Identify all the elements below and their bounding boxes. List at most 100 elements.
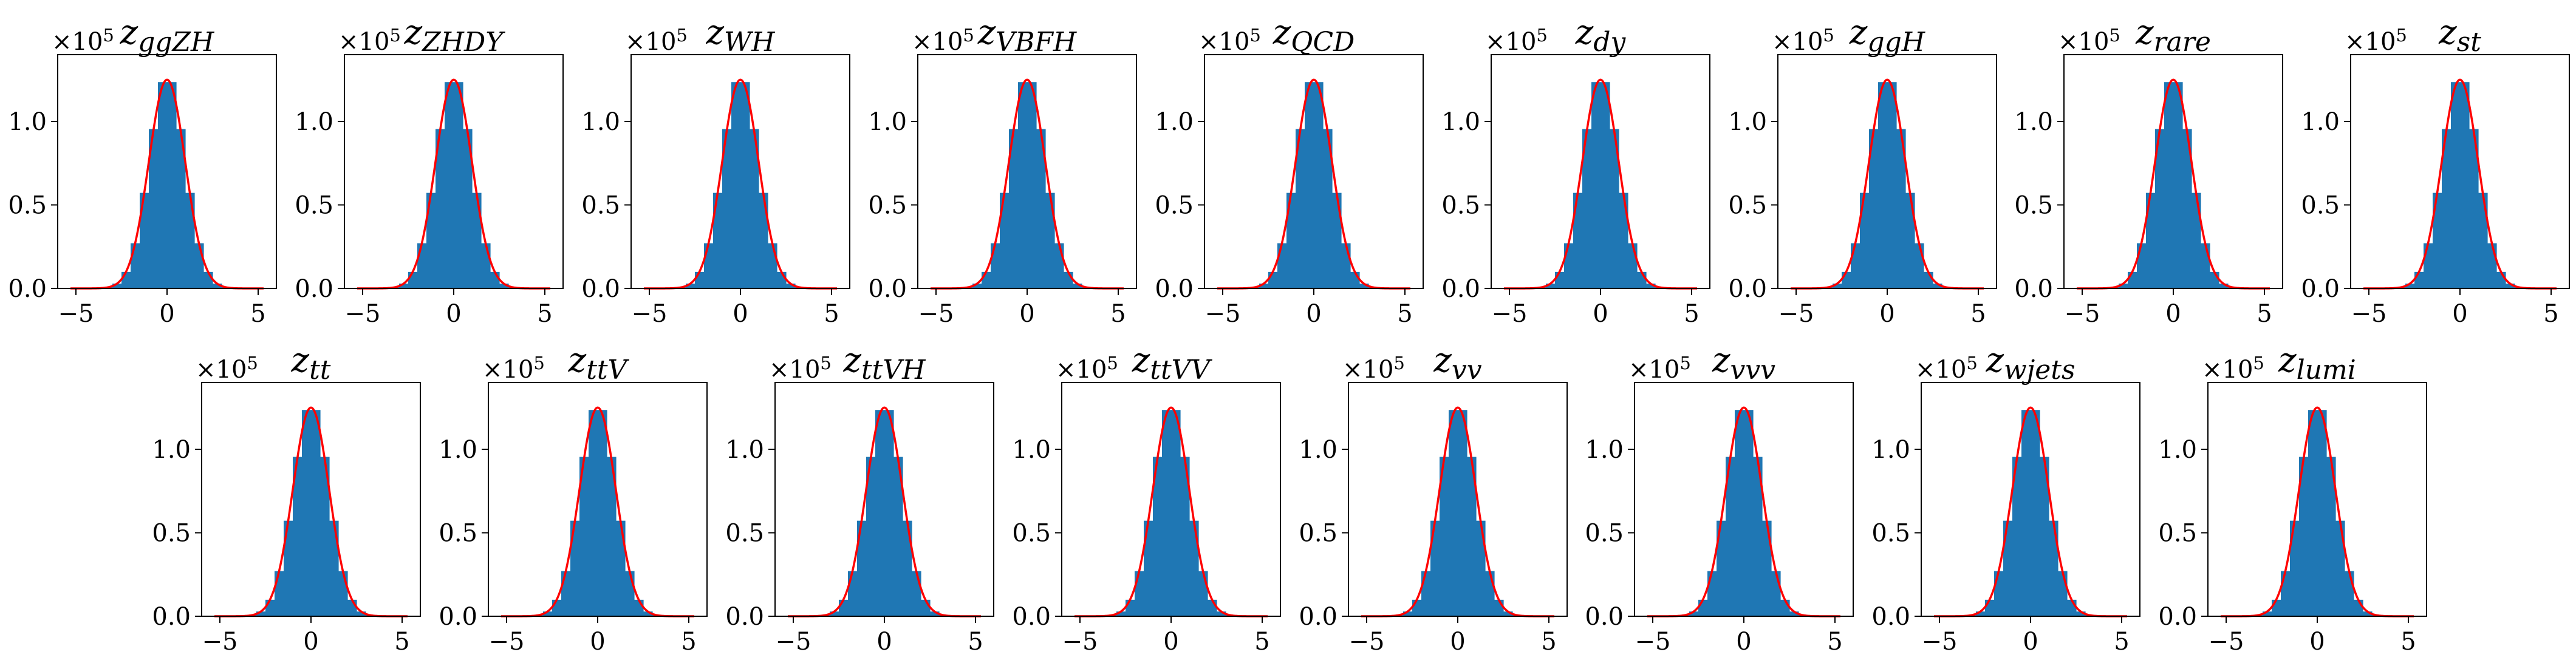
histogram-bar [167,82,177,288]
x-tick-label: 0 [590,628,605,656]
histogram-bar [1171,410,1181,616]
y-tick-label: 0.0 [439,603,477,631]
y-scale-label: ×105 [52,25,114,56]
histogram-bar [2173,82,2183,288]
histogram-bar [1896,129,1906,288]
histogram-bar [1573,192,1583,288]
histogram-bar [2182,129,2192,288]
histogram-bar [1503,611,1513,616]
histogram-bar [2040,457,2049,616]
panel-lumi: −5 0 5 0.0 0.5 1.0 ×105 zlumi [2158,341,2427,656]
histogram-bar [695,271,705,288]
histogram-bar [912,571,921,616]
histogram-bar [982,271,991,288]
histogram-bar [1332,192,1342,288]
histogram-bar [2478,192,2488,288]
histogram-bar [1789,611,1799,616]
histogram-bar [2119,284,2128,288]
x-tick-label: 5 [681,628,696,656]
y-tick-label: 0.5 [152,520,191,548]
histogram-bar [213,284,222,288]
x-tick-label: 5 [1254,628,1269,656]
x-tick-label: −5 [2209,628,2244,656]
x-tick-label: 0 [1879,300,1894,328]
x-tick-label: 5 [1970,300,1986,328]
histogram-bar [1985,599,1995,616]
panel-title: zwjets [1985,341,2075,386]
histogram-bar [2058,571,2068,616]
histogram-bar [1717,520,1726,616]
histogram-bar [1591,82,1601,288]
x-tick-label: 0 [303,628,318,656]
histogram-bar [194,243,204,288]
x-tick-label: 5 [394,628,409,656]
histogram-bar [2363,611,2373,616]
histogram-bar [454,82,463,288]
histogram-bar [2299,457,2309,616]
y-scale-label: ×105 [2345,25,2407,56]
histogram-bar [589,410,598,616]
histogram-bar [1555,271,1565,288]
histogram-bar [1735,410,1744,616]
histogram-bar [1009,129,1019,288]
histogram-bar [552,599,562,616]
histogram-bar [2335,520,2345,616]
histogram-bar [1126,599,1135,616]
y-tick-label: 1.0 [1155,108,1194,136]
histogram-bar [1116,611,1126,616]
panel-title: zttVH [842,341,926,386]
histogram-bar [1771,571,1781,616]
histogram-bar [731,82,741,288]
panel-title: zvvv [1712,341,1775,386]
x-tick-label: 0 [446,300,461,328]
x-tick-label: 5 [1110,300,1126,328]
y-tick-label: 0.0 [581,275,620,303]
histogram-bar [265,599,275,616]
histogram-bar [2263,611,2272,616]
histogram-bar [408,271,418,288]
y-tick-label: 1.0 [1012,436,1051,464]
y-tick-label: 0.0 [2301,275,2340,303]
histogram-bar [2506,284,2515,288]
panel-ggZH: −5 0 5 0.0 0.5 1.0 ×105 zggZH [8,13,277,328]
panel-dy: −5 0 5 0.0 0.5 1.0 ×105 zdy [1441,13,1710,328]
histogram-bar [1878,82,1888,288]
histogram-bar [329,520,339,616]
y-tick-label: 0.5 [2158,520,2197,548]
x-tick-label: −5 [1635,628,1671,656]
histogram-bar [2049,520,2058,616]
panel-rare: −5 0 5 0.0 0.5 1.0 ×105 zrare [2014,13,2283,328]
x-tick-label: −5 [1062,628,1098,656]
histogram-bar [1045,192,1055,288]
histogram-bar [2164,82,2174,288]
histogram-bar [1458,410,1467,616]
histogram-bar [1430,520,1440,616]
histogram-bar [131,243,140,288]
histogram-bar [1189,520,1199,616]
histogram-bar [848,571,858,616]
x-tick-label: 5 [2400,628,2416,656]
panel-title: zZHDY [404,13,506,58]
histogram-bar [2326,457,2336,616]
x-tick-label: −5 [918,300,954,328]
x-tick-label: −5 [489,628,525,656]
histogram-bar [2405,284,2415,288]
panel-ggH: −5 0 5 0.0 0.5 1.0 ×105 zggH [1728,13,1997,328]
histogram-bar [893,457,903,616]
y-tick-label: 1.0 [1441,108,1480,136]
histogram-bar [293,457,302,616]
histogram-bar [1610,129,1619,288]
histogram-bar [2012,457,2022,616]
histogram-bar [1153,457,1163,616]
histogram-bar [1628,243,1638,288]
y-tick-label: 0.0 [725,603,764,631]
histogram-bar [1744,410,1754,616]
histogram-bar [1887,82,1897,288]
x-tick-label: 0 [2165,300,2181,328]
y-scale-label: ×105 [482,353,545,384]
histogram-bar [1277,243,1287,288]
y-tick-label: 0.5 [1585,520,1624,548]
histogram-bar [875,410,885,616]
x-tick-label: −5 [1205,300,1241,328]
